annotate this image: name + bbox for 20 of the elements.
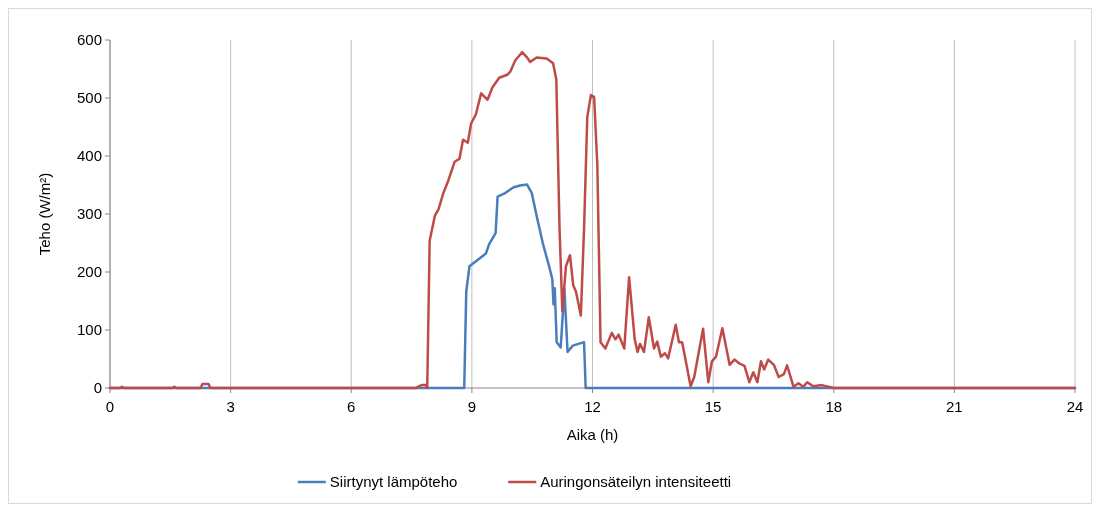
x-axis-title: Aika (h) [566,426,619,443]
y-tick-label: 300 [76,205,102,223]
x-tick-label: 24 [1066,398,1084,415]
x-tick-label: 21 [946,398,963,415]
y-tick-label: 400 [76,147,102,165]
legend-label: Auringonsäteilyn intensiteetti [540,473,732,491]
legend-label: Siirtynyt lämpöteho [329,473,458,491]
x-tick-label: 0 [105,398,115,415]
y-tick-label: 100 [76,321,102,339]
x-tick-label: 12 [584,398,601,415]
y-tick-label: 500 [76,89,102,107]
y-axis-title: Teho (W/m²) [36,172,53,256]
y-tick-label: 0 [93,379,102,397]
y-tick-label: 600 [76,31,102,49]
x-tick-label: 9 [467,398,477,415]
x-tick-label: 6 [347,398,356,415]
x-tick-label: 18 [825,398,843,415]
y-tick-label: 200 [76,263,102,281]
x-tick-label: 15 [704,398,722,415]
x-tick-label: 3 [226,398,235,415]
